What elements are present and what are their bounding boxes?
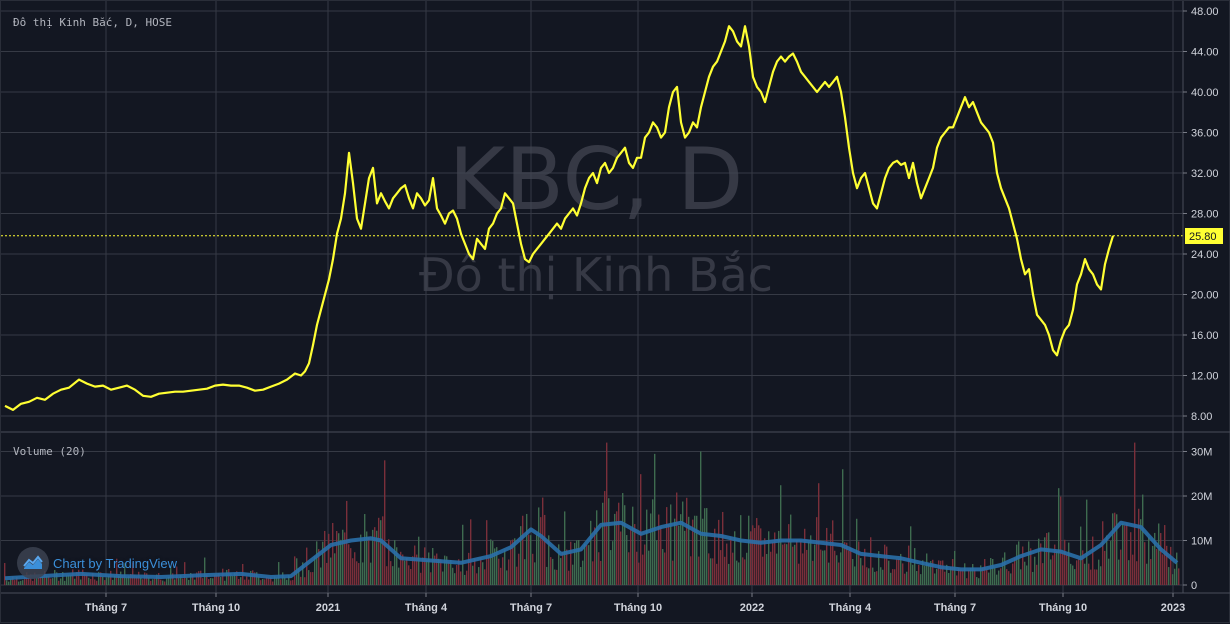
tradingview-cloud-icon bbox=[17, 547, 49, 579]
grid-lines bbox=[1, 1, 1183, 593]
time-tick-label: Tháng 7 bbox=[510, 602, 552, 614]
last-price-value: 25.80 bbox=[1189, 231, 1217, 243]
time-tick-label: Tháng 7 bbox=[934, 602, 976, 614]
volume-tick-label: 0 bbox=[1191, 580, 1197, 592]
price-tick-label: 16.00 bbox=[1191, 330, 1219, 342]
price-tick-label: 12.00 bbox=[1191, 371, 1219, 383]
time-tick-label: Tháng 4 bbox=[829, 602, 872, 614]
price-tick-label: 32.00 bbox=[1191, 168, 1219, 180]
price-axis[interactable]: 48.00 44.00 40.00 36.00 32.00 28.00 24.00 20.00… bbox=[1183, 6, 1219, 423]
volume-tick-label: 30M bbox=[1191, 447, 1212, 459]
price-tick-label: 24.00 bbox=[1191, 249, 1219, 261]
time-tick-label: Tháng 10 bbox=[1039, 602, 1087, 614]
price-tick-label: 28.00 bbox=[1191, 209, 1219, 221]
price-tick-label: 20.00 bbox=[1191, 290, 1219, 302]
volume-tick-label: 20M bbox=[1191, 491, 1212, 503]
time-tick-label: 2021 bbox=[316, 602, 340, 614]
tradingview-label: Chart by TradingView bbox=[53, 555, 178, 571]
price-tick-label: 8.00 bbox=[1191, 411, 1212, 423]
price-tick-label: 40.00 bbox=[1191, 87, 1219, 99]
volume-bars bbox=[4, 442, 1180, 585]
time-tick-label: Tháng 10 bbox=[614, 602, 662, 614]
last-price-badge: 25.80 bbox=[1185, 228, 1223, 244]
price-line bbox=[4, 25, 1115, 411]
time-tick-label: Tháng 4 bbox=[405, 602, 448, 614]
time-tick-label: 2023 bbox=[1161, 602, 1185, 614]
time-tick-label: Tháng 7 bbox=[85, 602, 127, 614]
volume-ma-line bbox=[4, 520, 1179, 581]
price-tick-label: 44.00 bbox=[1191, 47, 1219, 59]
volume-tick-label: 10M bbox=[1191, 536, 1212, 548]
volume-legend[interactable]: Volume (20) bbox=[13, 445, 86, 458]
watermark-name: Đô thị Kinh Bắc bbox=[419, 248, 773, 302]
time-tick-label: 2022 bbox=[740, 602, 764, 614]
time-axis[interactable]: Tháng 7 Tháng 10 2021 Tháng 4 Tháng 7 Tháng 1… bbox=[85, 593, 1185, 614]
price-tick-label: 48.00 bbox=[1191, 6, 1219, 18]
price-tick-label: 36.00 bbox=[1191, 128, 1219, 140]
chart-legend-title[interactable]: Đô thị Kinh Bắc, D, HOSE bbox=[13, 16, 172, 29]
tradingview-branding[interactable]: Chart by TradingView bbox=[17, 547, 177, 579]
volume-axis[interactable]: 30M 20M 10M 0 bbox=[1183, 447, 1212, 593]
time-tick-label: Tháng 10 bbox=[192, 602, 240, 614]
